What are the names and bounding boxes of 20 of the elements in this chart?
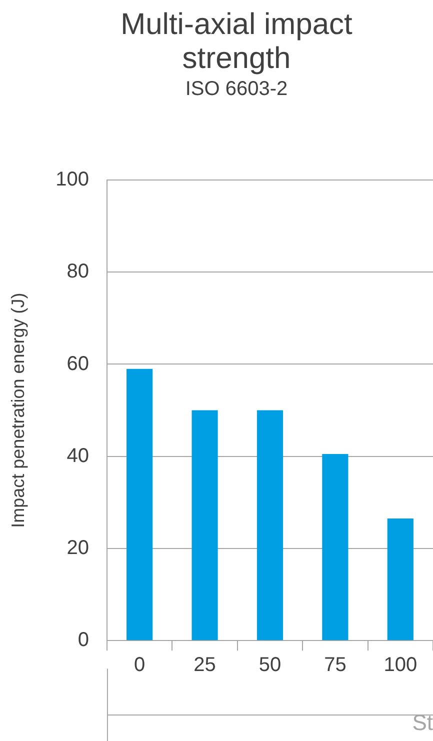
x-tick-label: 75 [324,654,346,676]
y-tick-label: 40 [66,444,89,467]
bar [126,368,153,640]
y-tick-label: 20 [66,536,89,559]
y-tick-label: 80 [66,260,89,283]
y-tick-label: 100 [56,168,89,191]
y-tick-label: 0 [78,629,89,652]
y-axis-title: Impact penetration energy (J) [8,292,28,528]
bar [387,518,414,640]
x-tick-label: 100 [384,654,418,676]
x-tick-label: 0 [134,654,146,676]
x-axis-title: St [412,710,433,735]
bar [192,410,218,640]
chart-subtitle: ISO 6603-2 [184,78,289,101]
x-tick-label: 50 [258,654,282,676]
bar [256,410,284,640]
chart-title: Multi-axial impact strength [120,8,354,76]
x-tick-label: 25 [194,654,216,676]
y-tick-label: 60 [66,352,89,375]
bar [322,454,348,640]
